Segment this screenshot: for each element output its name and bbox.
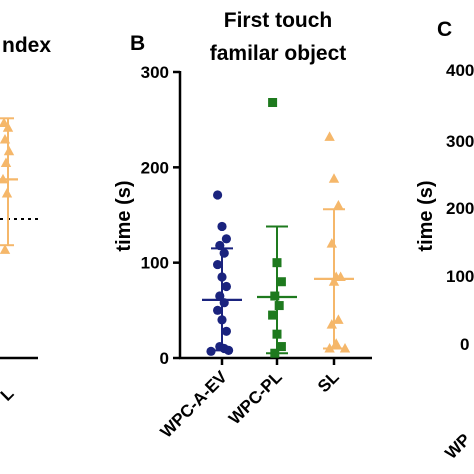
right-panel-y-tick-0: 0 [460,335,469,354]
point-sl-2 [333,199,344,210]
right-panel-letter: C [437,18,452,41]
right-panel-x-tick-label: WP [441,430,474,463]
right-panel-y-tick-300: 300 [446,132,474,151]
point-sl-11 [339,342,351,353]
left-point-6 [1,188,13,198]
left-panel-marks [0,117,18,254]
point-sl-7 [333,314,344,324]
x-tick-label-wpc-pl: WPC-PL [225,367,286,428]
point-wpc-a-ev-9 [219,298,229,308]
point-wpc-a-ev-11 [217,315,227,325]
y-tick-label-0: 0 [160,349,169,368]
point-sl-10 [324,342,335,353]
left-point-5 [0,173,9,184]
point-wpc-pl-0 [268,98,278,108]
point-sl-9 [331,338,342,348]
chart-title-line-1: First touch [224,9,333,32]
y-tick-label-300: 300 [141,63,169,82]
point-wpc-a-ev-6 [217,272,227,282]
point-sl-8 [326,319,337,329]
point-wpc-pl-4 [274,301,284,311]
chart-title-line-2: familar object [210,42,347,65]
point-wpc-pl-5 [268,310,278,320]
point-wpc-a-ev-10 [213,305,223,315]
point-wpc-a-ev-5 [213,259,223,270]
panel-letter: B [130,32,145,55]
y-axis-label: time (s) [113,180,135,251]
point-wpc-a-ev-4 [219,248,229,258]
y-tick-label-100: 100 [141,254,169,273]
point-sl-3 [326,238,337,248]
left-point-1 [2,122,14,132]
point-wpc-a-ev-16 [206,346,216,356]
point-sl-1 [328,173,340,183]
left-point-7 [0,244,11,254]
panel-b: B First touch familar object time (s) 0 1… [113,9,372,442]
x-tick-label-wpc-a-ev: WPC-A-EV [157,367,232,442]
right-panel-y-axis-label: time (s) [415,180,437,251]
left-point-4 [0,157,12,167]
right-panel-y-tick-400: 400 [446,61,474,80]
x-tick-label-sl: SL [314,367,343,396]
left-point-2 [0,133,11,144]
point-wpc-a-ev-15 [224,345,234,355]
point-wpc-pl-3 [270,291,280,301]
point-sl-5 [335,271,346,281]
point-sl-0 [324,131,335,141]
point-wpc-pl-7 [276,342,286,352]
left-panel: ndex L [0,34,51,405]
point-wpc-a-ev-2 [221,234,231,244]
point-wpc-a-ev-0 [213,190,223,200]
left-panel-title: ndex [2,34,51,57]
chart-marks [202,98,354,358]
point-wpc-a-ev-3 [215,240,225,251]
point-wpc-pl-8 [270,348,280,358]
point-wpc-a-ev-8 [215,291,225,301]
point-wpc-a-ev-7 [221,281,231,292]
point-sl-6 [328,276,340,286]
left-panel-x-tick-label: L [0,384,18,405]
point-wpc-pl-2 [276,277,286,287]
axes: 0 100 200 300 [141,63,372,368]
point-wpc-pl-6 [272,329,282,339]
point-wpc-a-ev-12 [221,326,231,336]
right-panel-y-tick-200: 200 [446,199,474,218]
right-panel: C 400 300 200 100 0 time (s) WP [415,18,474,463]
point-wpc-a-ev-1 [217,221,227,232]
point-wpc-pl-1 [272,258,282,268]
right-panel-y-tick-100: 100 [446,267,474,286]
y-tick-label-200: 200 [141,158,169,177]
left-point-3 [3,145,15,156]
